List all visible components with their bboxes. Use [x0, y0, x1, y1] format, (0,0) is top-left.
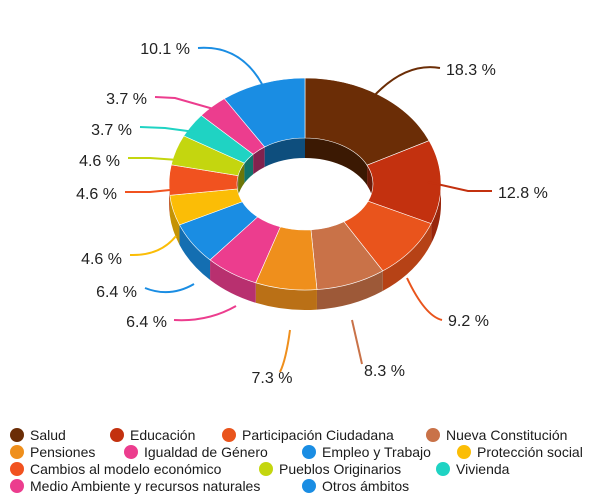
outer-wall-6: [179, 224, 211, 280]
leader-line-5: [173, 305, 237, 322]
value-label-3: 8.3 %: [364, 363, 405, 380]
legend-label: Medio Ambiente y recursos naturales: [30, 478, 261, 494]
legend-item-igualdad: Igualdad de Género: [124, 444, 268, 460]
leader-line-12: [197, 46, 263, 85]
value-label-10: 3.7 %: [91, 122, 132, 139]
legend-label: Salud: [30, 427, 66, 443]
legend-item-cambios: Cambios al modelo económico: [10, 461, 221, 477]
legend-item-empleo: Empleo y Trabajo: [302, 444, 431, 460]
outer-wall-3: [316, 270, 383, 310]
legend-label: Pueblos Originarios: [279, 461, 402, 477]
legend-label: Igualdad de Género: [144, 444, 268, 460]
legend-item-pensiones: Pensiones: [10, 444, 95, 460]
value-labels: 18.3 % 12.8 % 9.2 % 8.3 % 7.3 % 6.4 % 6.4 % 4.6…: [76, 41, 548, 387]
value-label-5: 6.4 %: [126, 314, 167, 331]
legend-swatch: [302, 445, 316, 459]
leader-lines: [125, 46, 492, 373]
legend-item-salud: Salud: [10, 427, 66, 443]
value-label-2: 9.2 %: [448, 313, 489, 330]
inner-wall-12: [264, 138, 305, 167]
legend-swatch: [436, 462, 450, 476]
leader-line-0: [371, 66, 441, 99]
legend-swatch: [457, 445, 471, 459]
donut-sides: [169, 184, 441, 310]
legend-label: Vivienda: [456, 461, 510, 477]
legend-label: Otros ámbitos: [322, 478, 410, 494]
value-label-6: 6.4 %: [96, 284, 137, 301]
donut-inner-walls: [237, 138, 373, 204]
legend-swatch: [110, 428, 124, 442]
legend-item-educacion: Educación: [110, 427, 195, 443]
legend-label: Educación: [130, 427, 196, 443]
legend-item-proteccion: Protección social: [457, 444, 583, 460]
legend-swatch: [10, 462, 24, 476]
legend-swatch: [10, 445, 24, 459]
value-label-4: 7.3 %: [252, 370, 293, 387]
value-label-11: 3.7 %: [106, 91, 147, 108]
inner-wall-11: [253, 146, 265, 175]
legend-item-medio-ambiente: Medio Ambiente y recursos naturales: [10, 478, 260, 494]
outer-wall-2: [382, 223, 432, 291]
leader-line-10: [139, 126, 196, 133]
legend-item-nueva-constitucion: Nueva Constitución: [426, 427, 567, 443]
leader-line-11: [154, 96, 218, 111]
legend-swatch: [302, 479, 316, 493]
legend-swatch: [124, 445, 138, 459]
value-label-8: 4.6 %: [76, 186, 117, 203]
donut-chart: 18.3 % 12.8 % 9.2 % 8.3 % 7.3 % 6.4 % 6.4 % 4.6…: [76, 41, 548, 387]
leader-line-3: [351, 319, 363, 365]
legend-label: Cambios al modelo económico: [30, 461, 222, 477]
legend-label: Participación Ciudadana: [242, 427, 394, 443]
legend-item-vivienda: Vivienda: [436, 461, 509, 477]
value-label-9: 4.6 %: [79, 153, 120, 170]
legend-swatch: [10, 428, 24, 442]
leader-line-9: [128, 157, 179, 161]
inner-wall-0: [305, 138, 368, 186]
legend-label: Empleo y Trabajo: [322, 444, 431, 460]
legend-label: Nueva Constitución: [446, 427, 568, 443]
outer-wall-4: [255, 282, 317, 310]
legend-item-participacion: Participación Ciudadana: [222, 427, 394, 443]
legend-item-otros: Otros ámbitos: [302, 478, 409, 494]
legend-item-pueblos: Pueblos Originarios: [259, 461, 401, 477]
leader-line-1: [427, 181, 492, 192]
legend-swatch: [10, 479, 24, 493]
outer-wall-5: [210, 259, 256, 303]
legend-swatch: [259, 462, 273, 476]
value-label-0: 18.3 %: [446, 62, 496, 79]
donut-slices: [168, 77, 442, 291]
legend-swatch: [222, 428, 236, 442]
leader-line-8: [125, 189, 171, 193]
value-label-12: 10.1 %: [140, 41, 190, 58]
legend-label: Pensiones: [30, 444, 96, 460]
value-label-1: 12.8 %: [498, 185, 548, 202]
inner-wall-10: [244, 154, 254, 184]
leader-line-2: [406, 277, 443, 321]
leader-line-6: [144, 283, 195, 294]
value-label-7: 4.6 %: [81, 251, 122, 268]
outer-wall-1: [431, 184, 441, 244]
legend-swatch: [426, 428, 440, 442]
leader-line-4: [279, 329, 291, 373]
leader-line-7: [129, 235, 177, 257]
legend-label: Protección social: [477, 444, 583, 460]
slice-12: [223, 77, 306, 148]
slice-0: [304, 77, 430, 166]
